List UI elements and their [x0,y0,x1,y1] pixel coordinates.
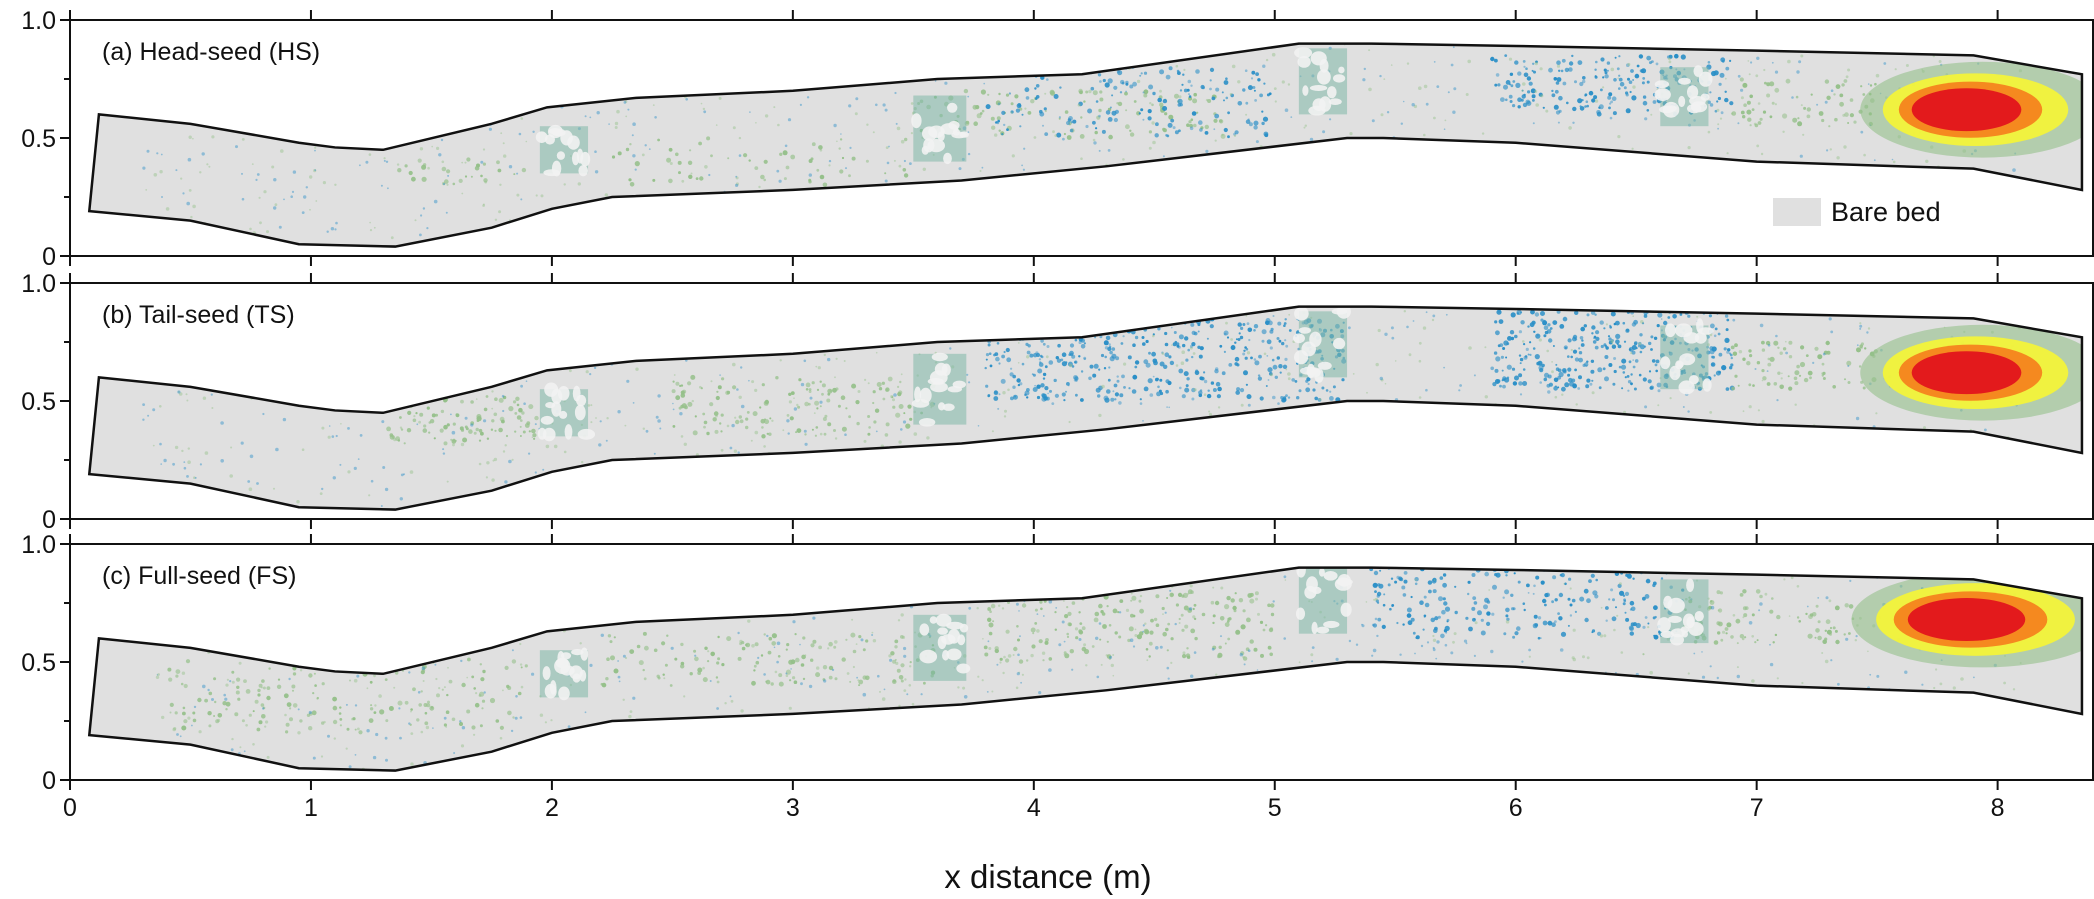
rock-patch [535,124,591,177]
hotspot-red [1911,351,2022,395]
x-tick-label: 7 [1750,794,1764,822]
deposition-hotspot [1851,571,2082,668]
deposition-hotspot [1860,61,2082,158]
particle-zone-green [167,656,528,735]
deposition-hotspot [1860,324,2082,421]
particle-zone-green [983,589,1275,664]
y-tick-label: 1.0 [21,270,56,298]
particle-zone-green [600,631,936,688]
rock-patch [1660,318,1714,395]
bare-bed-channel [89,306,2082,510]
hotspot-red [1907,598,2026,641]
x-tick-label: 5 [1268,794,1282,822]
panel-a: 0 0.5 1.0 (a) Head-seed (HS) [21,7,2094,271]
bare-bed-channel [89,43,2082,247]
legend-swatch-bare-bed [1773,198,1821,226]
panel-label: (c) Full-seed (FS) [102,562,296,590]
x-tick-label: 0 [63,794,77,822]
rock-patch [1293,306,1351,383]
panel-c: 0 0.5 1.0 (c) Full-seed (FS) [21,531,2094,795]
y-tick-label: 0 [42,506,56,534]
x-tick-label: 2 [545,794,559,822]
particle-sparse [142,43,2022,246]
rock-patch [1654,65,1713,127]
rock-patch [1657,578,1709,646]
x-tick-label: 3 [786,794,800,822]
particle-zone-green [611,136,909,188]
y-tick-label: 0.5 [21,649,56,677]
y-tick-label: 0 [42,767,56,795]
channel-outline [87,566,2084,772]
rock-patch [911,352,967,427]
rock-patch [911,95,969,165]
y-tick-label: 0.5 [21,125,56,153]
panel-label: (b) Tail-seed (TS) [102,301,295,329]
particle-layer [142,43,2082,246]
x-tick-label: 4 [1027,794,1041,822]
legend-label-bare-bed: Bare bed [1831,197,1941,227]
rock-patch [1294,47,1348,116]
legend: Bare bed [1773,197,1941,227]
x-tick-label: 1 [304,794,318,822]
channel-outline [87,42,2084,248]
rock-patch [1295,567,1353,635]
rock-patch [913,613,971,681]
x-tick-label: 6 [1509,794,1523,822]
x-axis-label: x distance (m) [944,858,1151,895]
rock-patch [539,647,589,701]
particle-zone-green [397,157,527,186]
particle-layer [155,567,2082,771]
bare-bed-channel [89,567,2082,771]
y-tick-label: 1.0 [21,531,56,559]
panel-b: 0 0.5 1.0 (b) Tail-seed (TS) [21,270,2094,534]
channel-outline [87,305,2084,511]
panel-label: (a) Head-seed (HS) [102,38,320,66]
rock-patch [537,382,596,442]
particle-layer [142,306,2082,507]
particle-zone-blue [985,65,1272,139]
x-tick-label: 8 [1991,794,2005,822]
particle-zone-green [1731,77,1877,128]
particle-zone-blue [1369,567,1685,640]
y-tick-label: 1.0 [21,7,56,35]
hotspot-red [1911,88,2022,132]
y-tick-label: 0.5 [21,388,56,416]
y-tick-label: 0 [42,243,56,271]
